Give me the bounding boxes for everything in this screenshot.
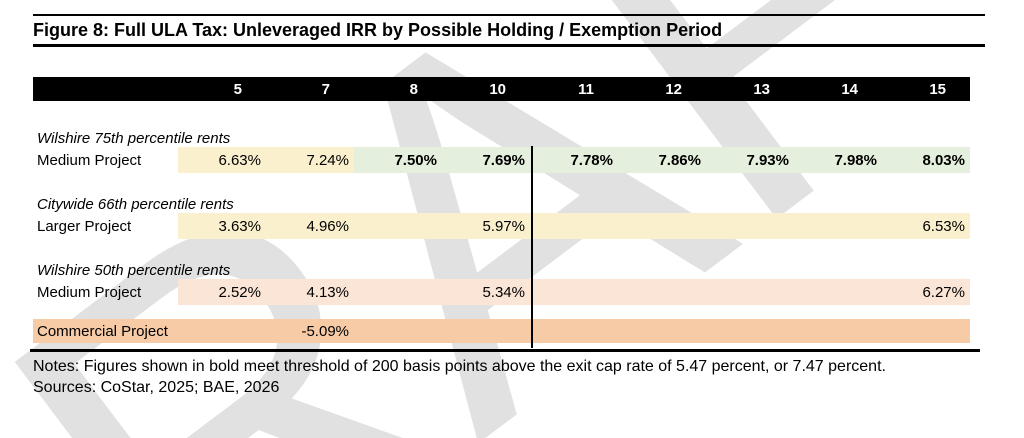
- irr-cell: 4.96%: [266, 213, 354, 239]
- sources-text: Sources: CoStar, 2025; BAE, 2026: [33, 379, 280, 396]
- irr-cell: [882, 319, 970, 343]
- irr-cell: [354, 213, 442, 239]
- column-header-12: 12: [618, 77, 706, 101]
- figure-title: Figure 8: Full ULA Tax: Unleveraged IRR …: [33, 20, 723, 40]
- title-rule-bottom: [33, 44, 985, 47]
- irr-cell: 3.63%: [178, 213, 266, 239]
- irr-cell: [794, 279, 882, 305]
- irr-cell: [794, 319, 882, 343]
- table-row-commercial-project: Commercial Project -5.09%: [33, 319, 970, 343]
- irr-cell: 7.93%: [706, 147, 794, 173]
- irr-cell: [354, 319, 442, 343]
- irr-cell: [530, 279, 618, 305]
- section-header-label: Wilshire 75th percentile rents: [37, 130, 231, 147]
- irr-cell: [354, 279, 442, 305]
- irr-cell: 7.78%: [530, 147, 618, 173]
- notes-text: Notes: Figures shown in bold meet thresh…: [33, 358, 886, 375]
- irr-cell: 6.53%: [882, 213, 970, 239]
- column-header-14: 14: [794, 77, 882, 101]
- column-header-5: 5: [178, 77, 266, 101]
- section-header-label: Citywide 66th percentile rents: [37, 196, 234, 213]
- irr-table: 5 7 8 10 11 12 13 14 15 Wilshire 75th pe…: [33, 77, 970, 343]
- irr-cell: 6.63%: [178, 147, 266, 173]
- column-header-7: 7: [266, 77, 354, 101]
- irr-cell: [618, 319, 706, 343]
- table-row-larger-project: Larger Project 3.63% 4.96% 5.97% 6.53%: [33, 213, 970, 239]
- column-header-8: 8: [354, 77, 442, 101]
- spacer-row: [33, 239, 970, 259]
- irr-cell: 7.86%: [618, 147, 706, 173]
- spacer-row: [33, 305, 970, 319]
- column-header-15: 15: [882, 77, 970, 101]
- irr-cell: [618, 279, 706, 305]
- irr-cell: -5.09%: [266, 319, 354, 343]
- column-header-blank: [33, 77, 178, 101]
- section-header-wilshire-75: Wilshire 75th percentile rents: [33, 127, 970, 147]
- irr-cell: 7.69%: [442, 147, 530, 173]
- irr-cell: 6.27%: [882, 279, 970, 305]
- spacer-row: [33, 173, 970, 193]
- row-label-commercial-project: Commercial Project: [33, 319, 178, 343]
- irr-cell: 5.34%: [442, 279, 530, 305]
- column-header-11: 11: [530, 77, 618, 101]
- row-label-medium-project-75: Medium Project: [37, 151, 142, 169]
- title-rule-top: [33, 14, 985, 16]
- irr-cell: 8.03%: [882, 147, 970, 173]
- irr-cell: 2.52%: [178, 279, 266, 305]
- table-bottom-rule: [30, 349, 980, 352]
- period-divider-line: [531, 146, 533, 348]
- irr-cell: [618, 213, 706, 239]
- irr-cell: [530, 213, 618, 239]
- irr-cell: [706, 279, 794, 305]
- irr-cell: 7.24%: [266, 147, 354, 173]
- irr-cell: [530, 319, 618, 343]
- row-label-medium-project-50: Medium Project: [37, 283, 142, 301]
- spacer-row: [33, 101, 970, 127]
- row-label-larger-project: Larger Project: [37, 217, 132, 235]
- irr-cell: [794, 213, 882, 239]
- irr-cell: [178, 319, 266, 343]
- section-header-citywide-66: Citywide 66th percentile rents: [33, 193, 970, 213]
- irr-cell: 5.97%: [442, 213, 530, 239]
- section-header-label: Wilshire 50th percentile rents: [37, 262, 231, 279]
- column-header-row: 5 7 8 10 11 12 13 14 15: [33, 77, 970, 101]
- irr-cell: [442, 319, 530, 343]
- column-header-10: 10: [442, 77, 530, 101]
- column-header-13: 13: [706, 77, 794, 101]
- table-row-medium-project-75: Medium Project 6.63% 7.24% 7.50% 7.69% 7…: [33, 147, 970, 173]
- table-row-medium-project-50: Medium Project 2.52% 4.13% 5.34% 6.27%: [33, 279, 970, 305]
- irr-cell: [706, 319, 794, 343]
- irr-cell: [706, 213, 794, 239]
- section-header-wilshire-50: Wilshire 50th percentile rents: [33, 259, 970, 279]
- irr-cell: 7.98%: [794, 147, 882, 173]
- irr-cell: 4.13%: [266, 279, 354, 305]
- irr-cell: 7.50%: [354, 147, 442, 173]
